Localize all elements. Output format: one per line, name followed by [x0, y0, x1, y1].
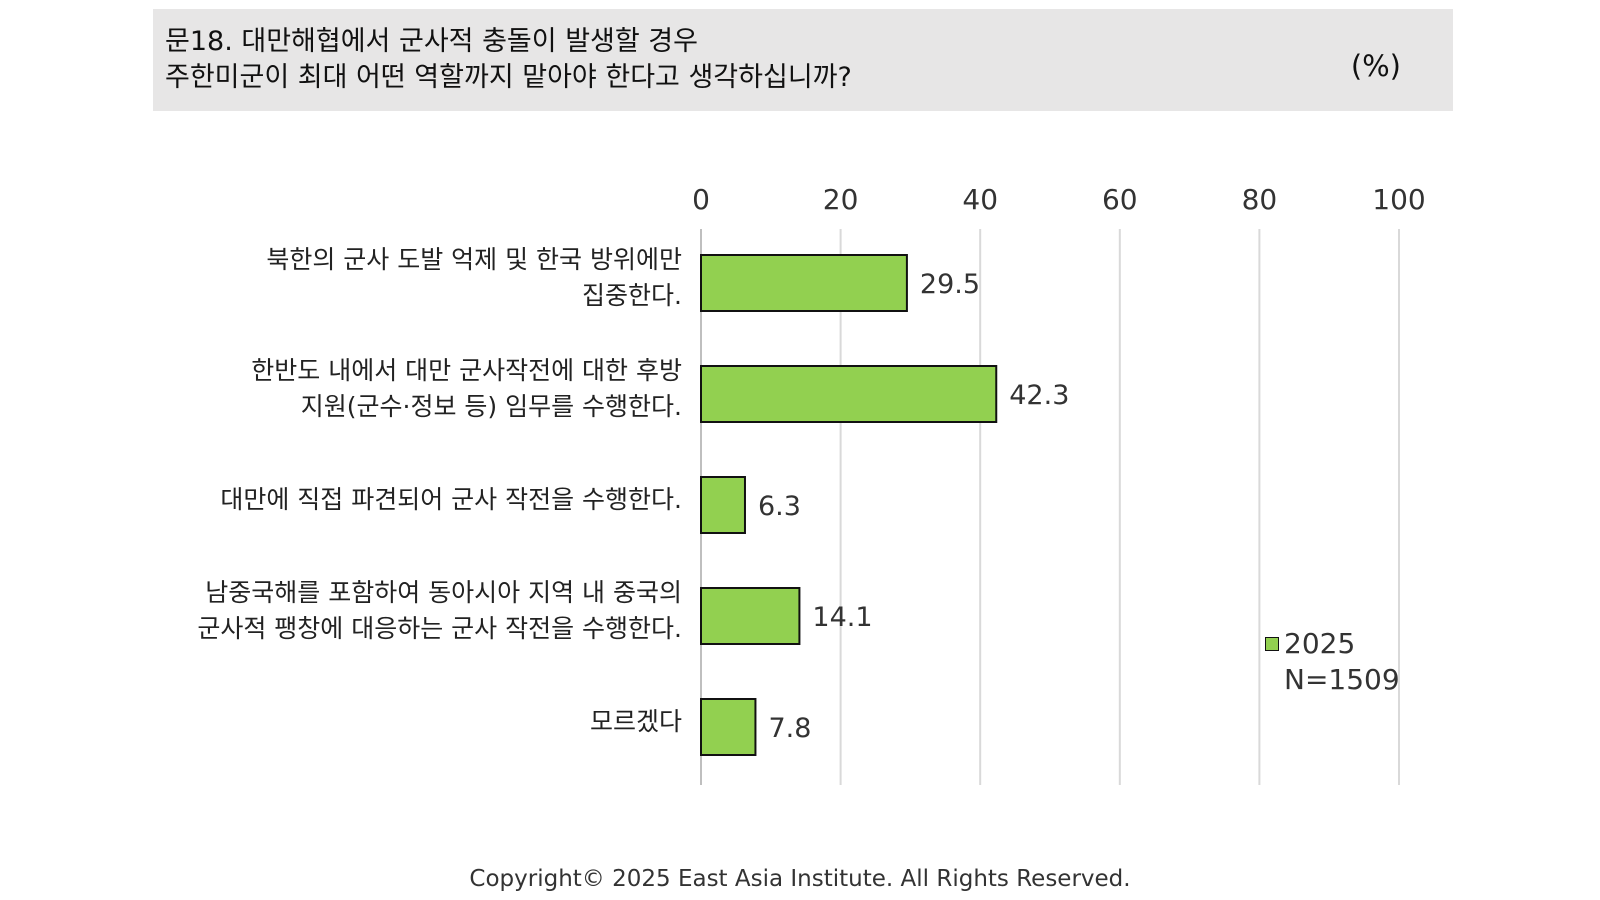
legend-swatch	[1265, 637, 1279, 651]
category-label-line: 군사적 팽창에 대응하는 군사 작전을 수행한다.	[197, 614, 682, 643]
value-label: 29.5	[920, 269, 980, 300]
category-label-line: 한반도 내에서 대만 군사작전에 대한 후방	[251, 356, 682, 385]
bar	[700, 476, 746, 534]
category-label-line: 북한의 군사 도발 억제 및 한국 방위에만	[266, 245, 682, 274]
category-label-line: 대만에 직접 파견되어 군사 작전을 수행한다.	[220, 485, 682, 514]
value-label: 6.3	[758, 491, 801, 522]
category-label: 대만에 직접 파견되어 군사 작전을 수행한다.	[220, 482, 682, 518]
value-label: 14.1	[812, 602, 872, 633]
gridlines	[700, 229, 1400, 785]
value-label: 7.8	[768, 713, 811, 744]
sample-size: N=1509	[1284, 663, 1400, 696]
category-label: 모르겠다	[590, 704, 682, 740]
category-label-line: 모르겠다	[589, 707, 682, 736]
x-tick-label: 60	[1102, 183, 1138, 216]
question-title-line-1: 문18. 대만해협에서 군사적 충돌이 발생할 경우	[165, 26, 698, 57]
legend: 2025 N=1509	[1265, 626, 1400, 698]
bar	[700, 698, 757, 756]
unit-label: (%)	[1350, 49, 1401, 83]
question-title-line-2: 주한미군이 최대 어떤 역할까지 맡아야 한다고 생각하십니까?	[165, 62, 852, 93]
bar	[700, 254, 908, 312]
category-label-line: 지원(군수·정보 등) 임무를 수행한다.	[300, 392, 682, 421]
x-axis-ticks: 0 20 40 60 80 100	[692, 183, 1426, 216]
category-label-line: 남중국해를 포함하여 동아시아 지역 내 중국의	[205, 578, 682, 607]
x-tick-label: 100	[1372, 183, 1425, 216]
bars	[700, 254, 998, 756]
bar	[700, 365, 998, 423]
category-label-line: 집중한다.	[582, 281, 682, 310]
bar	[700, 587, 801, 645]
legend-entry: 2025	[1265, 626, 1400, 662]
question-header: 문18. 대만해협에서 군사적 충돌이 발생할 경우 주한미군이 최대 어떤 역…	[153, 9, 1453, 111]
x-tick-label: 40	[962, 183, 998, 216]
value-label: 42.3	[1009, 380, 1069, 411]
x-tick-label: 80	[1242, 183, 1278, 216]
x-tick-label: 0	[692, 183, 710, 216]
legend-series-label: 2025	[1284, 627, 1356, 660]
copyright-footer: Copyright© 2025 East Asia Institute. All…	[469, 866, 1131, 892]
value-labels: 29.5 42.3 6.3 14.1 7.8	[758, 269, 1069, 744]
x-tick-label: 20	[823, 183, 859, 216]
